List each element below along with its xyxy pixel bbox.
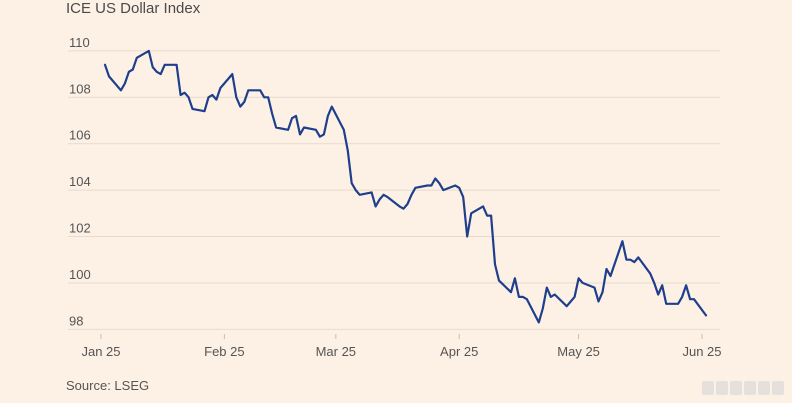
x-tick-label: May 25 bbox=[557, 344, 600, 359]
y-tick-label: 98 bbox=[69, 313, 83, 328]
x-tick-label: Jun 25 bbox=[682, 344, 721, 359]
x-tick-label: Apr 25 bbox=[440, 344, 478, 359]
y-tick-label: 100 bbox=[69, 267, 91, 282]
y-tick-label: 108 bbox=[69, 81, 91, 96]
gridlines bbox=[68, 50, 720, 330]
watermark bbox=[702, 381, 784, 395]
series-line bbox=[103, 49, 708, 324]
y-tick-label: 106 bbox=[69, 128, 91, 143]
y-axis-ticks: 98 100 102 104 106 108 110 bbox=[69, 35, 91, 328]
y-tick-label: 110 bbox=[69, 35, 90, 50]
x-tick-label: Feb 25 bbox=[204, 344, 244, 359]
x-tick-label: Jan 25 bbox=[81, 344, 120, 359]
x-tick-label: Mar 25 bbox=[316, 344, 356, 359]
chart-title: ICE US Dollar Index bbox=[66, 0, 201, 17]
x-axis-ticks: Jan 25 Feb 25 Mar 25 Apr 25 May 25 Jun 25 bbox=[81, 334, 722, 359]
y-tick-label: 104 bbox=[69, 174, 91, 189]
y-tick-label: 102 bbox=[69, 221, 91, 236]
chart-source: Source: LSEG bbox=[66, 378, 150, 393]
